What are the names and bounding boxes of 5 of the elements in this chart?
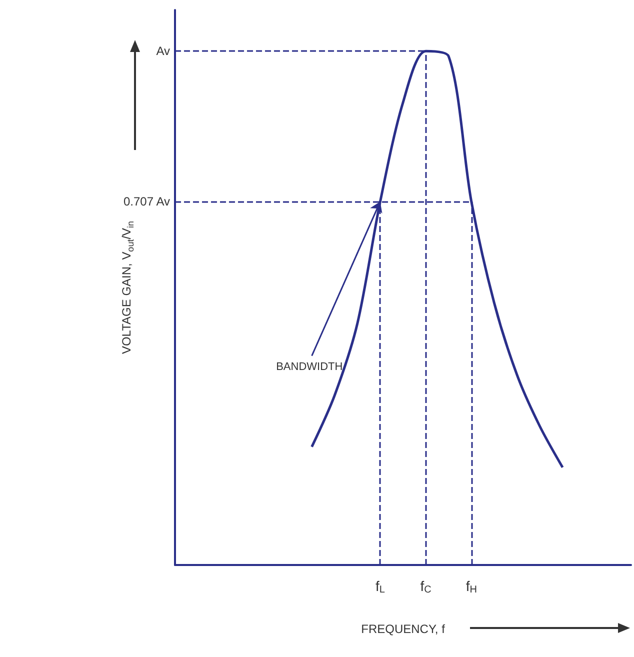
ref-line-label: Av [156, 44, 170, 58]
annotation: BANDWIDTH [276, 360, 343, 373]
y-axis-title: VOLTAGE GAIN, Vout/Vin [120, 220, 136, 354]
ref-line-label: 0.707 Av [124, 194, 170, 209]
x-axis-title: FREQUENCY, f [361, 622, 446, 636]
